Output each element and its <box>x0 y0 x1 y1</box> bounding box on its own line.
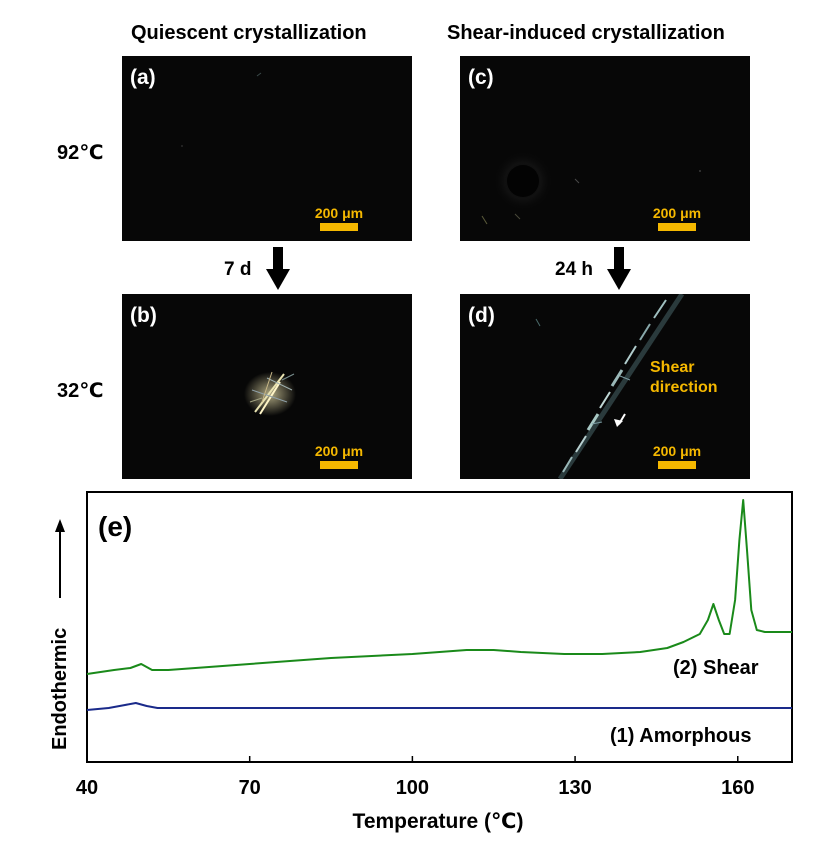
shear-column-title: Shear-induced crystallization <box>447 22 725 44</box>
micrograph-panel-a: (a) 200 μm <box>122 56 412 241</box>
x-ticks: 40 70 100 130 160 <box>76 756 754 799</box>
x-tick-label: 40 <box>76 777 98 799</box>
dsc-chart: (e) Endothermic 40 70 100 130 160 (2) Shear … <box>49 491 793 833</box>
scale-label-b: 200 μm <box>314 443 364 459</box>
up-arrow-icon <box>55 519 65 532</box>
scale-label-a: 200 μm <box>314 205 364 221</box>
x-axis-label: Temperature (℃) <box>353 810 524 833</box>
row-label-92c: 92℃ <box>57 142 104 164</box>
panel-letter-b: (b) <box>130 304 157 327</box>
chart-panel-letter: (e) <box>98 511 132 542</box>
series-line-shear <box>86 499 792 675</box>
plot-frame <box>86 491 793 763</box>
arrow-label-7d: 7 d <box>224 259 252 280</box>
series-group <box>86 499 792 711</box>
down-arrow-icon <box>607 247 631 290</box>
scale-bar-a-line <box>320 223 358 231</box>
scale-label-c: 200 μm <box>652 205 702 221</box>
scale-bar-b: 200 μm <box>304 443 374 469</box>
shear-direction-line2: direction <box>650 379 718 396</box>
micrograph-a-image <box>181 72 262 147</box>
row-label-32c: 32℃ <box>57 380 104 402</box>
micrograph-panel-d: (d) Shear direction 200 μm <box>460 294 750 479</box>
annotation-amorphous: (1) Amorphous <box>610 725 751 747</box>
panel-letter-c: (c) <box>468 66 494 89</box>
annotation-shear: (2) Shear <box>673 657 759 679</box>
scale-bar-d: 200 μm <box>642 443 712 469</box>
scale-bar-c-line <box>658 223 696 231</box>
panel-letter-d: (d) <box>468 304 495 327</box>
panel-letter-a: (a) <box>130 66 156 89</box>
scale-bar-b-line <box>320 461 358 469</box>
shear-direction-label: Shear direction <box>650 358 718 398</box>
micrograph-d-image <box>535 294 685 479</box>
scale-bar-a: 200 μm <box>304 205 374 231</box>
y-axis-label: Endothermic <box>49 628 71 750</box>
scale-label-d: 200 μm <box>652 443 702 459</box>
quiescent-column-title: Quiescent crystallization <box>131 22 367 44</box>
micrograph-panel-c: (c) 200 μm <box>460 56 750 241</box>
micrograph-panel-b: (b) 200 μm <box>122 294 412 479</box>
series-line-amorphous <box>86 702 792 711</box>
shear-direction-line1: Shear <box>650 359 695 376</box>
micrograph-c-image <box>481 151 701 225</box>
scale-bar-c: 200 μm <box>642 205 712 231</box>
x-tick-label: 100 <box>396 777 429 799</box>
scale-bar-d-line <box>658 461 696 469</box>
x-tick-label: 70 <box>239 777 261 799</box>
micrograph-b-image <box>244 371 296 416</box>
y-axis-group: Endothermic <box>49 519 71 750</box>
x-tick-label: 130 <box>558 777 591 799</box>
arrow-label-24h: 24 h <box>555 259 594 280</box>
down-arrow-icon <box>266 247 290 290</box>
x-tick-label: 160 <box>721 777 754 799</box>
